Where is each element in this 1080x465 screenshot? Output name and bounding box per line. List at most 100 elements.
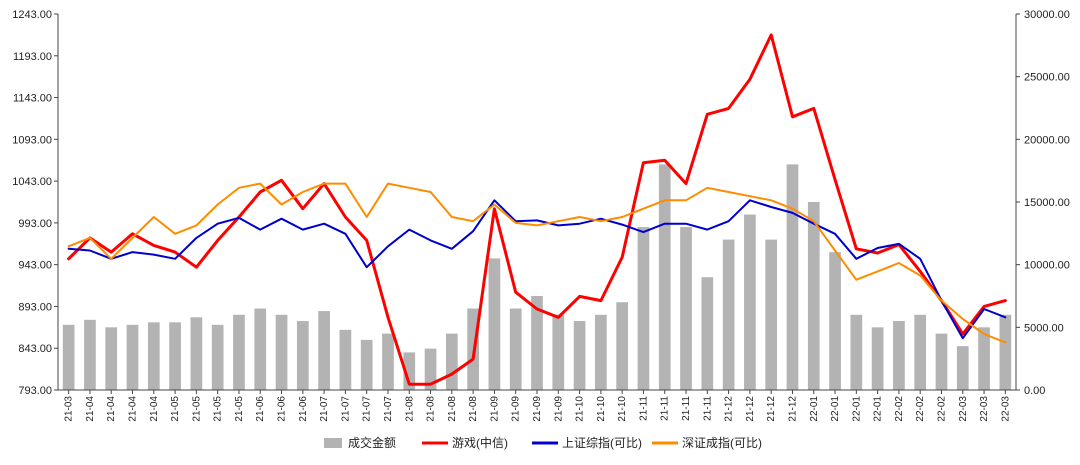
volume-bars [62,164,1012,390]
volume-bar [169,322,181,390]
x-tick-label: 22-03 [1000,396,1011,422]
x-tick-label: 21-08 [404,396,415,422]
legend-label: 成交金额 [348,435,396,450]
volume-bar [616,302,629,390]
legend-label: 上证综指(可比) [562,435,642,450]
x-tick-label: 21-08 [447,396,458,422]
x-tick-label: 21-09 [489,396,500,422]
y-left-tick-label: 793.00 [18,385,52,397]
x-tick-label: 21-07 [319,396,330,422]
legend-label: 游戏(中信) [452,435,508,450]
y-right-tick-label: 5000.00 [1024,322,1064,334]
y-right-tick-label: 10000.00 [1024,260,1070,272]
x-tick-label: 22-03 [958,396,969,422]
x-tick-label: 22-03 [979,396,990,422]
x-tick-label: 21-08 [468,396,479,422]
volume-bar [829,252,841,390]
volume-bar [552,314,565,390]
x-tick-label: 21-06 [255,396,266,422]
volume-bar [893,321,905,390]
x-tick-label: 21-10 [617,396,628,422]
volume-bar [296,321,309,390]
x-tick-label: 21-05 [191,396,202,422]
volume-bar [339,329,352,390]
x-tick-label: 22-01 [830,396,841,422]
volume-bar [488,258,501,390]
legend-label: 深证成指(可比) [682,435,762,450]
series-line [67,33,1007,386]
x-tick-label: 21-09 [553,396,564,422]
x-tick-label: 21-08 [426,396,437,422]
volume-bar [637,227,650,390]
y-left-tick-label: 943.00 [18,260,52,272]
volume-bar [722,239,735,390]
y-right-tick-label: 0.00 [1024,385,1045,397]
volume-bar [978,327,990,390]
volume-bar [424,348,437,390]
y-right-tick-label: 15000.00 [1024,197,1070,209]
y-right-tick-label: 20000.00 [1024,134,1070,146]
x-tick-label: 21-11 [660,396,671,421]
y-right-tick-label: 30000.00 [1024,9,1070,21]
y-left-tick-label: 1243.00 [12,9,52,21]
volume-bar [786,164,799,390]
volume-bar [211,324,224,390]
volume-bar [126,324,139,390]
volume-bar [595,314,607,390]
volume-bar [147,322,160,390]
volume-bar [744,214,756,390]
volume-bar [531,296,543,390]
volume-bar [509,308,522,390]
volume-bar [84,319,96,390]
x-tick-label: 21-11 [638,396,649,421]
x-tick-label: 21-05 [213,396,224,422]
x-tick-label: 22-02 [894,396,905,422]
volume-bar [914,314,927,390]
x-tick-label: 21-06 [277,396,288,422]
series-line [67,182,1007,344]
x-tick-label: 22-01 [851,396,862,422]
legend-swatch [324,438,342,448]
volume-bar [318,311,330,390]
x-tick-label: 21-09 [532,396,543,422]
x-tick-label: 21-07 [362,396,373,422]
volume-bar [935,333,948,390]
volume-bar [956,346,969,390]
x-tick-label: 21-11 [681,396,692,421]
volume-bar [999,314,1012,390]
volume-bar [403,352,416,390]
volume-bar [254,308,267,390]
x-tick-label: 21-07 [340,396,351,422]
x-tick-label: 21-10 [596,396,607,422]
x-tick-label: 21-04 [85,396,96,422]
volume-bar [807,202,820,390]
x-tick-label: 21-11 [702,396,713,421]
x-tick-label: 22-01 [809,396,820,422]
x-tick-label: 21-05 [170,396,181,422]
x-tick-label: 21-09 [511,396,522,422]
x-tick-label: 21-04 [149,396,160,422]
x-tick-label: 21-12 [745,396,756,422]
legend: 成交金额 游戏(中信) 上证综指(可比) 深证成指(可比) [324,435,762,450]
volume-bar [573,321,586,390]
volume-bar [871,327,884,390]
volume-bar [382,333,394,390]
x-tick-label: 22-02 [915,396,926,422]
volume-bar [850,314,863,390]
x-tick-label: 21-06 [298,396,309,422]
volume-bar [275,314,288,390]
y-left-tick-label: 843.00 [18,343,52,355]
volume-bar [765,239,778,390]
x-tick-label: 21-12 [766,396,777,422]
x-tick-label: 21-10 [575,396,586,422]
volume-bar [190,317,203,390]
x-tick-label: 21-05 [234,396,245,422]
y-left-tick-label: 993.00 [18,218,52,230]
volume-bar [233,314,245,390]
x-tick-label: 21-04 [106,396,117,422]
x-tick-label: 21-04 [128,396,139,422]
x-tick-label: 22-01 [873,396,884,422]
x-tick-label: 22-02 [936,396,947,422]
x-tick-label: 21-07 [383,396,394,422]
